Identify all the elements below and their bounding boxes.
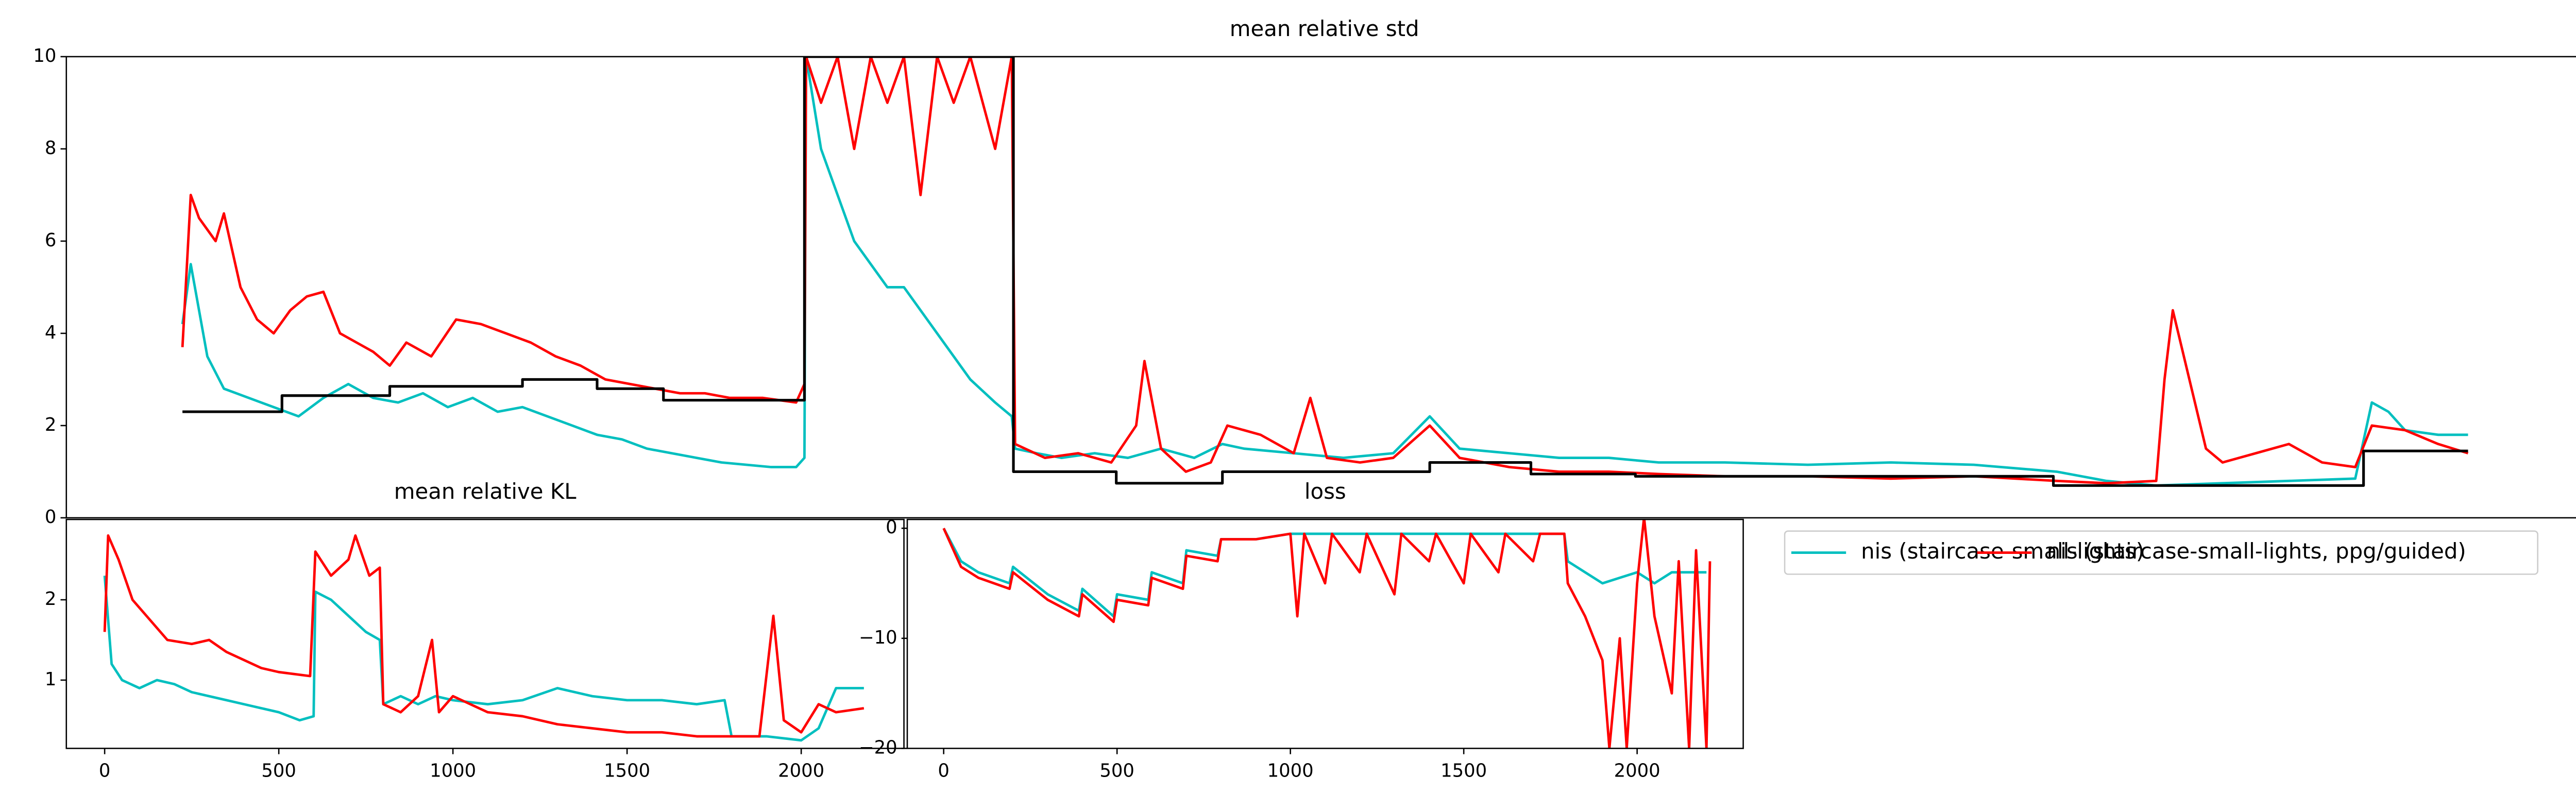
x-tick-label: 1500 — [604, 760, 650, 781]
y-tick-label: 4 — [45, 322, 57, 343]
y-tick-label: 2 — [45, 588, 57, 610]
axes-frame — [65, 518, 905, 749]
x-tick-label: 2000 — [778, 760, 824, 781]
x-tick-label: 1500 — [1440, 760, 1487, 781]
x-tick-label: 1000 — [430, 760, 476, 781]
step-line — [182, 56, 2468, 487]
chart-title: mean relative KL — [394, 479, 577, 504]
x-tick-label: 0 — [938, 760, 950, 781]
y-tick-label: 2 — [45, 414, 57, 435]
plot-area — [942, 519, 1711, 749]
x-tick-label: 500 — [261, 760, 296, 781]
chart-title: loss — [1304, 479, 1346, 504]
plot-area — [181, 56, 2469, 487]
y-tick-label: 10 — [33, 45, 56, 66]
y-tick-label: 8 — [45, 138, 57, 159]
plot-area — [103, 534, 865, 742]
x-tick-label: 0 — [99, 760, 111, 781]
x-tick-label: 1000 — [1267, 760, 1314, 781]
y-tick-label: 0 — [45, 507, 57, 528]
axes-frame — [65, 56, 2576, 519]
y-tick-label: −20 — [859, 737, 897, 758]
series-line — [181, 56, 2469, 485]
y-tick-label: 1 — [45, 669, 57, 690]
series-line — [181, 56, 2468, 487]
x-tick-label: 2000 — [1614, 760, 1660, 781]
legend-label: nis (staircase-small-lights) — [1861, 538, 2144, 564]
chart-title: mean relative std — [1230, 16, 1419, 41]
y-tick-label: −10 — [859, 627, 897, 648]
series-line — [942, 519, 1711, 749]
axes-frame — [906, 518, 1744, 749]
y-tick-label: 6 — [45, 230, 57, 251]
legend-label: nis (staircase-small-lights, ppg/guided) — [2047, 538, 2466, 564]
legend-box — [1784, 530, 2538, 575]
y-tick-label: 0 — [886, 517, 897, 538]
x-tick-label: 500 — [1099, 760, 1134, 781]
series-line — [103, 534, 865, 738]
